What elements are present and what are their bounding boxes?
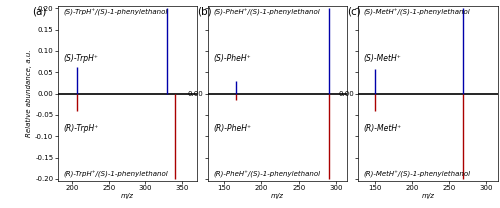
Text: (R)-MetH⁺: (R)-MetH⁺ xyxy=(364,124,402,133)
Text: (c): (c) xyxy=(347,6,361,16)
Text: (R)-PheH⁺: (R)-PheH⁺ xyxy=(214,124,252,133)
Text: (R)-TrpH⁺/(S)-1-phenylethanol: (R)-TrpH⁺/(S)-1-phenylethanol xyxy=(63,171,168,178)
X-axis label: m/z: m/z xyxy=(422,193,434,198)
Text: (S)-TrpH⁺: (S)-TrpH⁺ xyxy=(63,54,98,63)
Y-axis label: Relative abundance, a.u.: Relative abundance, a.u. xyxy=(26,50,32,137)
Text: (S)-MetH⁺: (S)-MetH⁺ xyxy=(364,54,402,63)
X-axis label: m/z: m/z xyxy=(271,193,284,198)
Text: (b): (b) xyxy=(196,6,212,16)
Text: (R)-TrpH⁺: (R)-TrpH⁺ xyxy=(63,124,98,133)
Text: (R)-MetH⁺/(S)-1-phenylethanol: (R)-MetH⁺/(S)-1-phenylethanol xyxy=(364,171,471,178)
Text: (S)-PheH⁺: (S)-PheH⁺ xyxy=(214,54,251,63)
Text: (a): (a) xyxy=(32,6,47,16)
Text: (S)-TrpH⁺/(S)-1-phenylethanol: (S)-TrpH⁺/(S)-1-phenylethanol xyxy=(63,9,168,16)
Text: (S)-MetH⁺/(S)-1-phenylethanol: (S)-MetH⁺/(S)-1-phenylethanol xyxy=(364,9,470,16)
Text: (S)-PheH⁺/(S)-1-phenylethanol: (S)-PheH⁺/(S)-1-phenylethanol xyxy=(214,9,320,16)
X-axis label: m/z: m/z xyxy=(120,193,134,198)
Text: (R)-PheH⁺/(S)-1-phenylethanol: (R)-PheH⁺/(S)-1-phenylethanol xyxy=(214,171,320,178)
